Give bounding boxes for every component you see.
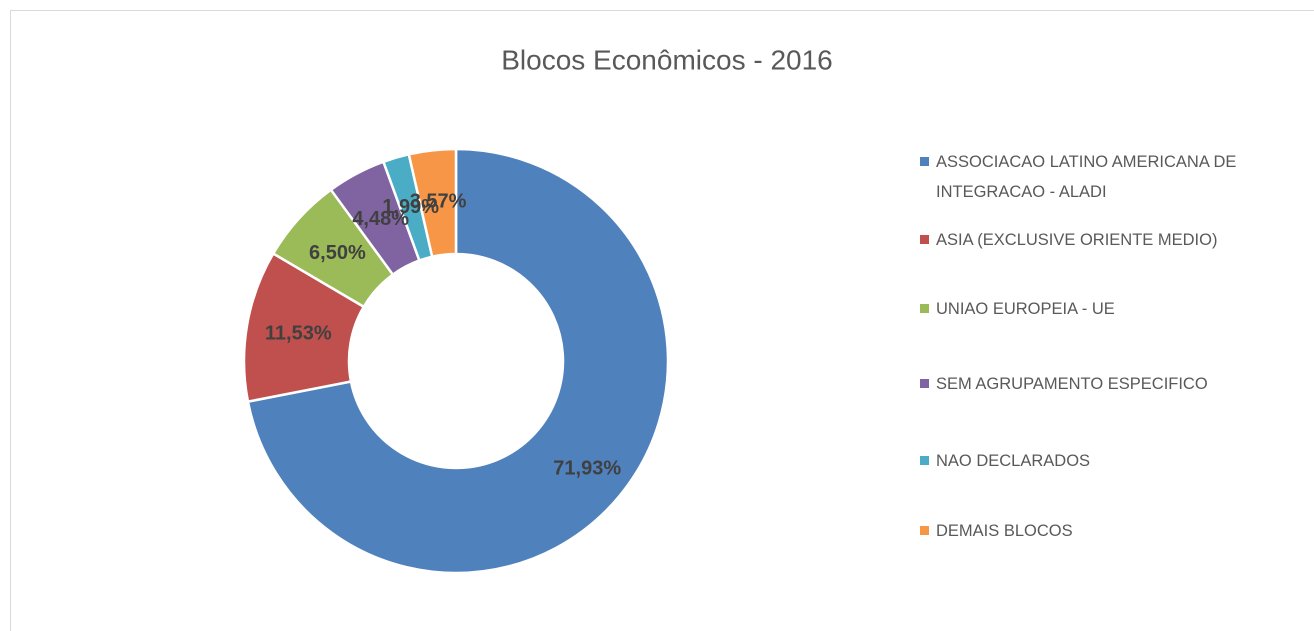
legend-label: ASSOCIACAO LATINO AMERICANA DE INTEGRACA… xyxy=(936,153,1237,201)
chart-title: Blocos Econômicos - 2016 xyxy=(501,44,833,75)
legend-item: NAO DECLARADOS xyxy=(920,446,1305,476)
legend-swatch xyxy=(920,304,929,313)
legend-label: NAO DECLARADOS xyxy=(936,452,1091,470)
legend-item: DEMAIS BLOCOS xyxy=(920,516,1305,546)
legend-item: ASIA (EXCLUSIVE ORIENTE MEDIO) xyxy=(920,225,1305,255)
legend-swatch xyxy=(920,526,929,535)
legend-label: DEMAIS BLOCOS xyxy=(936,522,1073,540)
legend-item: SEM AGRUPAMENTO ESPECIFICO xyxy=(920,369,1305,399)
legend-label: UNIAO EUROPEIA - UE xyxy=(936,300,1115,318)
legend-item: ASSOCIACAO LATINO AMERICANA DE INTEGRACA… xyxy=(920,147,1305,207)
legend-swatch xyxy=(920,456,929,465)
legend-swatch xyxy=(920,235,929,244)
data-label: 3,57% xyxy=(410,190,467,212)
slice xyxy=(407,147,458,259)
legend-label: SEM AGRUPAMENTO ESPECIFICO xyxy=(936,375,1208,393)
legend-swatch xyxy=(920,379,929,388)
data-label: 4,48% xyxy=(352,208,409,230)
slice xyxy=(246,147,670,575)
data-label: 1,99% xyxy=(382,196,439,218)
data-label: 6,50% xyxy=(309,242,366,264)
data-label: 71,93% xyxy=(553,457,621,479)
data-label: 11,53% xyxy=(265,322,332,344)
frame xyxy=(10,10,1314,631)
legend-item: UNIAO EUROPEIA - UE xyxy=(920,294,1305,324)
legend-label: ASIA (EXCLUSIVE ORIENTE MEDIO) xyxy=(936,231,1218,249)
legend-swatch xyxy=(920,157,929,166)
